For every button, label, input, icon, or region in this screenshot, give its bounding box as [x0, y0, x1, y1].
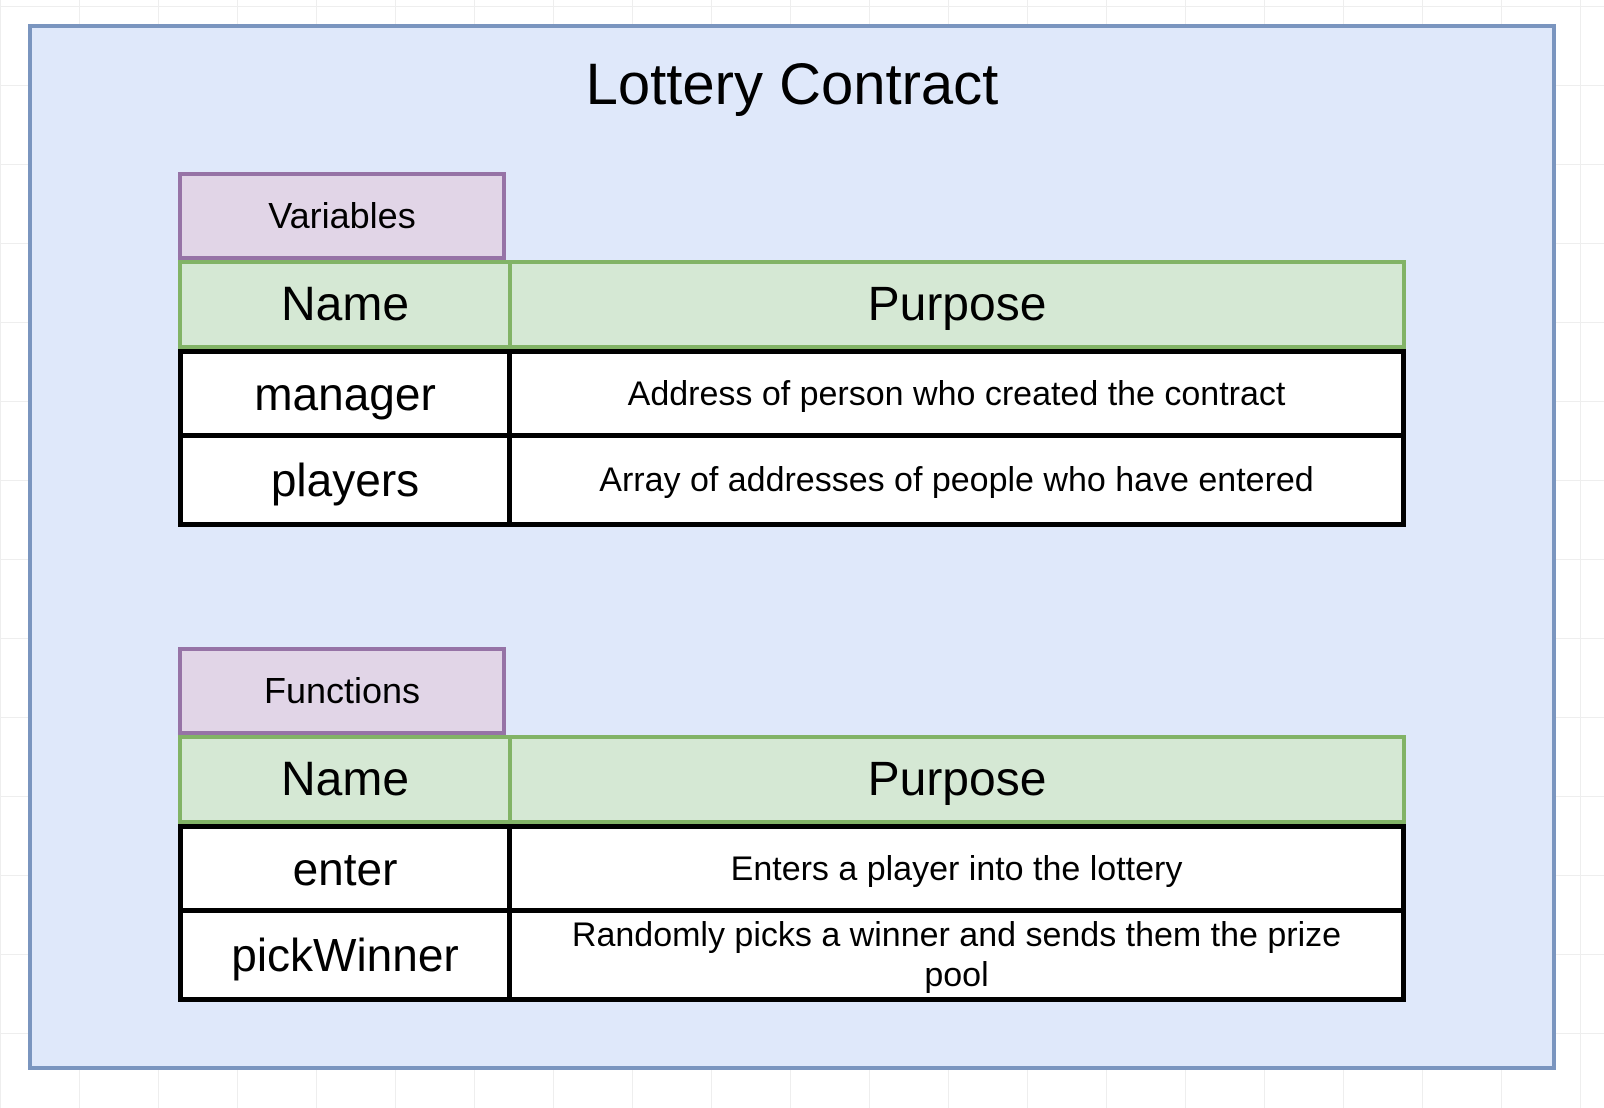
variable-name-cell: players — [178, 438, 510, 527]
functions-header-purpose: Purpose — [510, 735, 1406, 824]
lottery-contract-container: Lottery Contract Variables Name Purpose … — [28, 24, 1556, 1070]
table-row: enter Enters a player into the lottery — [178, 824, 1406, 913]
variables-header-purpose: Purpose — [510, 260, 1406, 349]
variable-purpose-cell: Array of addresses of people who have en… — [510, 438, 1406, 527]
variable-purpose-cell: Address of person who created the contra… — [510, 349, 1406, 438]
function-name-cell: pickWinner — [178, 913, 510, 1002]
function-name-cell: enter — [178, 824, 510, 913]
functions-table: Name Purpose enter Enters a player into … — [178, 735, 1406, 1002]
functions-header-row: Name Purpose — [178, 735, 1406, 824]
variable-name-cell: manager — [178, 349, 510, 438]
table-row: players Array of addresses of people who… — [178, 438, 1406, 527]
contract-title: Lottery Contract — [585, 52, 999, 117]
functions-header-name: Name — [178, 735, 510, 824]
functions-tab: Functions — [178, 647, 506, 735]
table-row: manager Address of person who created th… — [178, 349, 1406, 438]
variables-table: Name Purpose manager Address of person w… — [178, 260, 1406, 527]
variables-header-row: Name Purpose — [178, 260, 1406, 349]
table-row: pickWinner Randomly picks a winner and s… — [178, 913, 1406, 1002]
function-purpose-cell: Randomly picks a winner and sends them t… — [510, 913, 1406, 1002]
variables-tab: Variables — [178, 172, 506, 260]
function-purpose-cell: Enters a player into the lottery — [510, 824, 1406, 913]
variables-header-name: Name — [178, 260, 510, 349]
